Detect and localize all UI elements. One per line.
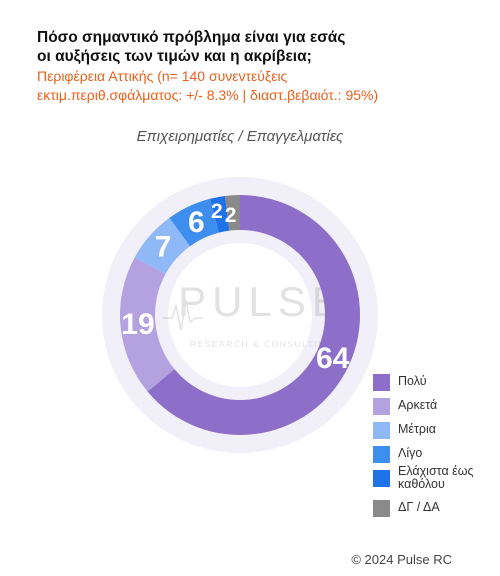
copyright-text: © 2024 Pulse RC — [351, 552, 452, 567]
watermark-sub-text: RESEARCH & CONSULTING — [190, 339, 334, 349]
pulse-watermark-logo: PULSE RESEARCH & CONSULTING — [163, 278, 346, 349]
donut-slice-elaxista — [210, 195, 230, 233]
legend-swatch-arketa — [373, 398, 390, 415]
legend-label-elaxista: Ελάχιστα έως καθόλου — [398, 464, 474, 491]
legend-item-poly: Πολύ — [373, 373, 498, 393]
legend-label-dg-da: ΔΓ / ΔΑ — [398, 500, 440, 514]
legend-label-metria: Μέτρια — [398, 422, 437, 436]
donut-value-labels: 64 19 76 2 2 — [121, 200, 349, 375]
header: Πόσο σημαντικό πρόβλημα είναι για εσάς ο… — [37, 28, 477, 104]
donut-value-label-ligo: 6 — [188, 206, 205, 239]
watermark-main-text: PULSE — [178, 278, 346, 325]
donut-value-label-poly: 64 — [316, 342, 350, 375]
sample-info-line-2: εκτιμ.περιθ.σφάλματος: +/- 8.3% | διαστ.… — [37, 87, 379, 103]
legend-item-dg-da: ΔΓ / ΔΑ — [373, 499, 498, 519]
donut-value-label-elaxista: 2 — [211, 200, 223, 223]
donut-value-label-dg-da: 2 — [225, 204, 237, 227]
legend-item-metria: Μέτρια — [373, 421, 498, 441]
sample-info-line-1: Περιφέρεια Αττικής (n= 140 συνεντεύξεις — [37, 68, 288, 84]
legend-swatch-elaxista — [373, 470, 390, 487]
legend-swatch-ligo — [373, 446, 390, 463]
legend-item-arketa: Αρκετά — [373, 397, 498, 417]
legend-item-ligo: Λίγο — [373, 445, 498, 465]
donut-slice-arketa — [120, 257, 175, 392]
legend-swatch-metria — [373, 422, 390, 439]
donut-slice-ligo — [169, 198, 219, 247]
donut-slice-poly — [147, 195, 360, 436]
legend-item-elaxista: Ελάχιστα έως καθόλου — [373, 465, 498, 491]
chart-question-line-2: οι αυξήσεις των τιμών και η ακρίβεια; — [37, 48, 312, 65]
donut-value-label-arketa: 19 — [121, 308, 154, 341]
chart-title: Επιχειρηματίες / Επαγγελματίες — [136, 128, 344, 145]
donut-slice-dg-da — [224, 195, 240, 231]
watermark-pulse-line — [163, 299, 203, 331]
legend-label-ligo: Λίγο — [398, 446, 423, 460]
legend-label-arketa: Αρκετά — [398, 398, 438, 412]
donut-value-label-metria: 7 — [155, 231, 172, 264]
donut-slices — [120, 195, 360, 436]
legend-label-poly: Πολύ — [398, 374, 427, 388]
chart-question-line-1: Πόσο σημαντικό πρόβλημα είναι για εσάς — [37, 29, 346, 46]
donut-inner-area — [168, 243, 312, 387]
legend-swatch-dg-da — [373, 500, 390, 517]
donut-slice-metria — [134, 217, 191, 275]
legend-swatch-poly — [373, 374, 390, 391]
